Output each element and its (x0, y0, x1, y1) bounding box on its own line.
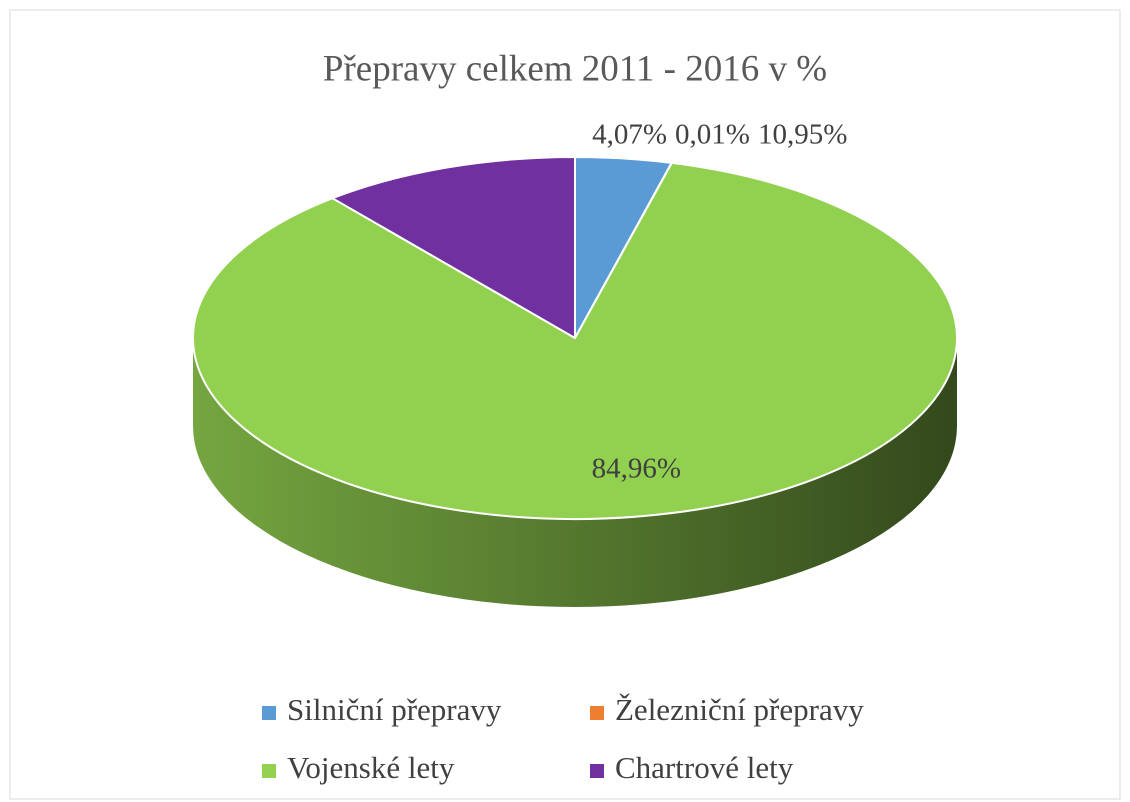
pie: 4,07% 0,01% 84,96% 10,95% (192, 119, 958, 607)
slice-side (193, 338, 957, 607)
chart-title: Přepravy celkem 2011 - 2016 v % (323, 48, 827, 89)
legend-marker (590, 706, 604, 720)
legend-label: Chartrové lety (615, 750, 794, 785)
slice (331, 156, 576, 339)
slice (192, 161, 958, 520)
legend-marker (262, 706, 276, 720)
legend-marker (590, 764, 604, 778)
data-label: 0,01% (675, 119, 750, 151)
legend-label: Silniční přepravy (287, 692, 502, 727)
legend-label: Vojenské lety (287, 750, 455, 785)
legend-label: Železniční přepravy (615, 692, 864, 727)
data-label: 84,96% (592, 452, 681, 484)
legend: Silniční přepravy Železniční přepravy Voje… (262, 692, 864, 785)
data-label: 10,95% (758, 119, 847, 151)
data-label: 4,07% (592, 119, 667, 151)
legend-marker (262, 764, 276, 778)
